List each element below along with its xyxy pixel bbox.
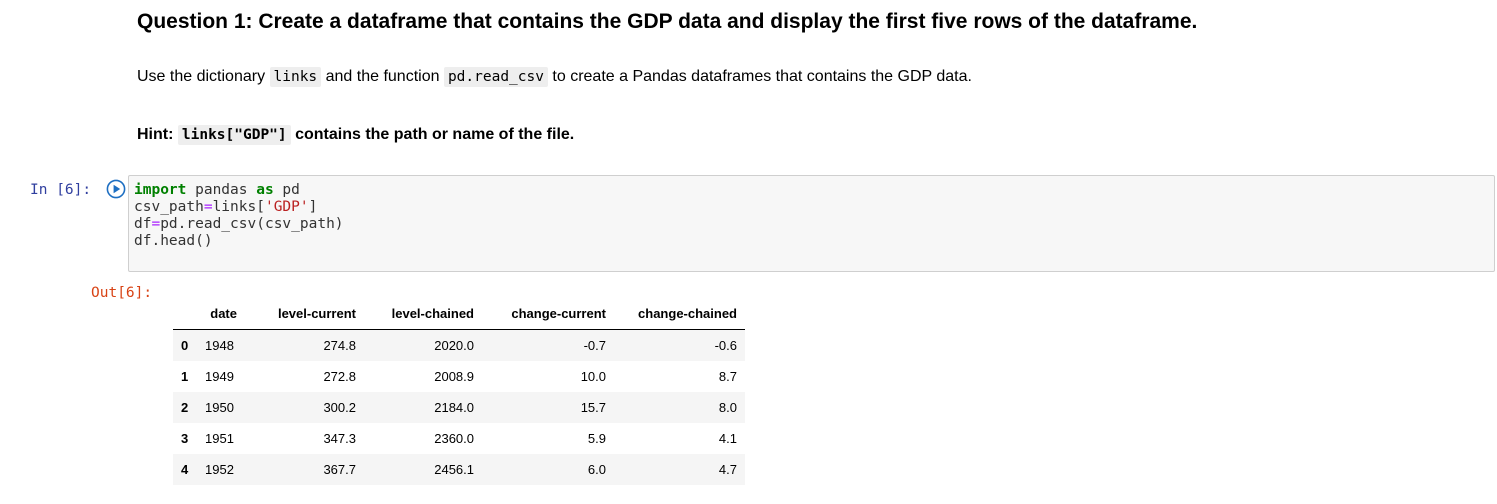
row-index: 3: [181, 431, 189, 446]
code-string: 'GDP': [264, 199, 309, 215]
cell-date: 1950: [205, 400, 234, 415]
code-operator: =: [151, 216, 161, 232]
instruction-suffix: to create a Pandas dataframes that conta…: [547, 68, 972, 85]
cell-level-current: 300.2: [323, 400, 356, 415]
table-row: 3 1951 347.3 2360.0 5.9 4.1: [173, 423, 745, 454]
inline-code-links-gdp: links["GDP"]: [177, 125, 291, 145]
code-text: ]: [308, 199, 318, 215]
code-text: csv_path: [134, 199, 204, 215]
code-text: pandas: [186, 182, 257, 198]
dataframe-table: date level-current level-chained change-…: [173, 298, 745, 485]
cell-date: 1949: [205, 369, 234, 384]
column-header-change-chained: change-chained: [614, 298, 745, 330]
table-row: 4 1952 367.7 2456.1 6.0 4.7: [173, 454, 745, 485]
cell-date: 1952: [205, 462, 234, 477]
code-keyword: as: [256, 182, 274, 198]
cell-change-chained: -0.6: [714, 338, 737, 353]
code-line: import pandas as pd: [134, 182, 1494, 199]
row-index: 0: [181, 338, 189, 353]
cell-level-current: 272.8: [323, 369, 356, 384]
cell-date: 1951: [205, 431, 234, 446]
cell-date: 1948: [205, 338, 234, 353]
table-row: 2 1950 300.2 2184.0 15.7 8.0: [173, 392, 745, 423]
input-prompt: In [6]:: [30, 182, 92, 198]
column-header-index: [173, 298, 197, 330]
code-line: df=pd.read_csv(csv_path): [134, 216, 1494, 233]
row-index: 4: [181, 462, 189, 477]
table-header-row: date level-current level-chained change-…: [173, 298, 745, 330]
cell-change-current: 5.9: [587, 431, 606, 446]
row-index: 2: [181, 400, 189, 415]
row-index: 1: [181, 369, 189, 384]
code-line: df.head(): [134, 233, 1494, 250]
hint-paragraph: Hint: links["GDP"] contains the path or …: [137, 125, 575, 145]
instruction-middle: and the function: [321, 68, 444, 85]
hint-label: Hint:: [137, 126, 178, 143]
cell-change-current: -0.7: [583, 338, 606, 353]
inline-code-links: links: [269, 67, 322, 87]
code-text: pd.read_csv(csv_path): [160, 216, 344, 232]
question-title: Question 1: Create a dataframe that cont…: [137, 10, 1198, 33]
instruction-paragraph: Use the dictionary links and the functio…: [137, 67, 972, 87]
column-header-level-current: level-current: [245, 298, 364, 330]
cell-level-chained: 2360.0: [434, 431, 474, 446]
cell-change-current: 6.0: [587, 462, 606, 477]
code-text: df.head(): [134, 233, 213, 249]
code-editor[interactable]: import pandas as pd csv_path=links['GDP'…: [128, 175, 1495, 272]
cell-change-chained: 4.1: [718, 431, 737, 446]
play-circle-icon[interactable]: [106, 179, 126, 199]
cell-level-current: 367.7: [323, 462, 356, 477]
table-row: 0 1948 274.8 2020.0 -0.7 -0.6: [173, 329, 745, 361]
cell-level-current: 347.3: [323, 431, 356, 446]
code-line: csv_path=links['GDP']: [134, 199, 1494, 216]
column-header-change-current: change-current: [482, 298, 614, 330]
code-text: df: [134, 216, 152, 232]
cell-change-chained: 4.7: [718, 462, 737, 477]
cell-level-current: 274.8: [323, 338, 356, 353]
column-header-date: date: [197, 298, 245, 330]
table-row: 1 1949 272.8 2008.9 10.0 8.7: [173, 361, 745, 392]
cell-change-chained: 8.0: [718, 400, 737, 415]
cell-change-current: 10.0: [580, 369, 606, 384]
cell-level-chained: 2184.0: [434, 400, 474, 415]
cell-level-chained: 2020.0: [434, 338, 474, 353]
cell-level-chained: 2008.9: [434, 369, 474, 384]
instruction-prefix: Use the dictionary: [137, 68, 270, 85]
code-text: pd: [273, 182, 300, 198]
code-operator: =: [203, 199, 213, 215]
output-prompt: Out[6]:: [91, 285, 153, 301]
cell-change-current: 15.7: [580, 400, 606, 415]
code-keyword: import: [134, 182, 187, 198]
cell-change-chained: 8.7: [718, 369, 737, 384]
cell-level-chained: 2456.1: [434, 462, 474, 477]
column-header-level-chained: level-chained: [364, 298, 482, 330]
code-text: links[: [212, 199, 265, 215]
hint-text: contains the path or name of the file.: [290, 126, 575, 143]
inline-code-read-csv: pd.read_csv: [443, 67, 548, 87]
